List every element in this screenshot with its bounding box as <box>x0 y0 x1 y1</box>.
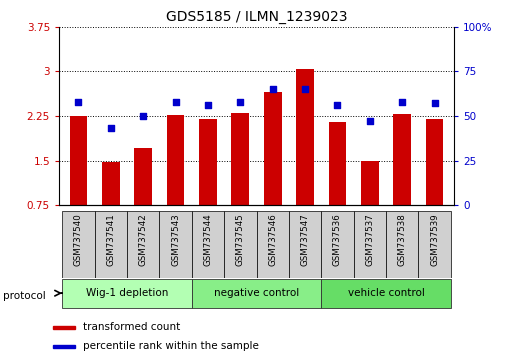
Bar <box>53 346 75 348</box>
Point <box>269 86 277 92</box>
Text: GSM737546: GSM737546 <box>268 213 277 266</box>
Text: GSM737537: GSM737537 <box>365 213 374 266</box>
Point <box>107 126 115 131</box>
Bar <box>426 119 443 205</box>
Text: GSM737547: GSM737547 <box>301 213 309 266</box>
Text: GSM737541: GSM737541 <box>106 213 115 266</box>
Bar <box>199 119 217 205</box>
Point <box>171 99 180 104</box>
Text: GSM737539: GSM737539 <box>430 213 439 266</box>
Text: negative control: negative control <box>214 288 299 298</box>
Bar <box>70 116 87 205</box>
Bar <box>192 211 224 278</box>
Text: GSM737536: GSM737536 <box>333 213 342 266</box>
Bar <box>62 211 94 278</box>
Bar <box>53 326 75 329</box>
Point <box>74 99 83 104</box>
Bar <box>361 161 379 205</box>
Bar <box>321 280 451 308</box>
Text: vehicle control: vehicle control <box>348 288 424 298</box>
Bar <box>224 211 256 278</box>
Text: GSM737538: GSM737538 <box>398 213 407 266</box>
Point <box>333 102 342 108</box>
Bar <box>264 92 282 205</box>
Bar <box>167 115 185 205</box>
Point <box>236 99 244 104</box>
Point <box>204 102 212 108</box>
Bar <box>296 69 314 205</box>
Bar <box>353 211 386 278</box>
Bar <box>321 211 353 278</box>
Text: GSM737543: GSM737543 <box>171 213 180 266</box>
Bar <box>256 211 289 278</box>
Bar <box>160 211 192 278</box>
Text: Wig-1 depletion: Wig-1 depletion <box>86 288 168 298</box>
Point <box>430 101 439 106</box>
Bar <box>134 148 152 205</box>
Bar <box>419 211 451 278</box>
Text: percentile rank within the sample: percentile rank within the sample <box>83 342 259 352</box>
Bar <box>94 211 127 278</box>
Bar <box>393 114 411 205</box>
Point <box>398 99 406 104</box>
Bar <box>231 113 249 205</box>
Text: GSM737540: GSM737540 <box>74 213 83 266</box>
Bar <box>192 280 321 308</box>
Bar <box>289 211 321 278</box>
Point <box>301 86 309 92</box>
Text: protocol: protocol <box>3 291 45 301</box>
Title: GDS5185 / ILMN_1239023: GDS5185 / ILMN_1239023 <box>166 10 347 24</box>
Bar <box>386 211 419 278</box>
Text: transformed count: transformed count <box>83 322 181 332</box>
Text: GSM737542: GSM737542 <box>139 213 148 266</box>
Bar <box>127 211 160 278</box>
Bar <box>328 122 346 205</box>
Bar <box>102 162 120 205</box>
Text: GSM737545: GSM737545 <box>236 213 245 266</box>
Bar <box>62 280 192 308</box>
Point <box>139 113 147 119</box>
Point <box>366 119 374 124</box>
Text: GSM737544: GSM737544 <box>204 213 212 266</box>
